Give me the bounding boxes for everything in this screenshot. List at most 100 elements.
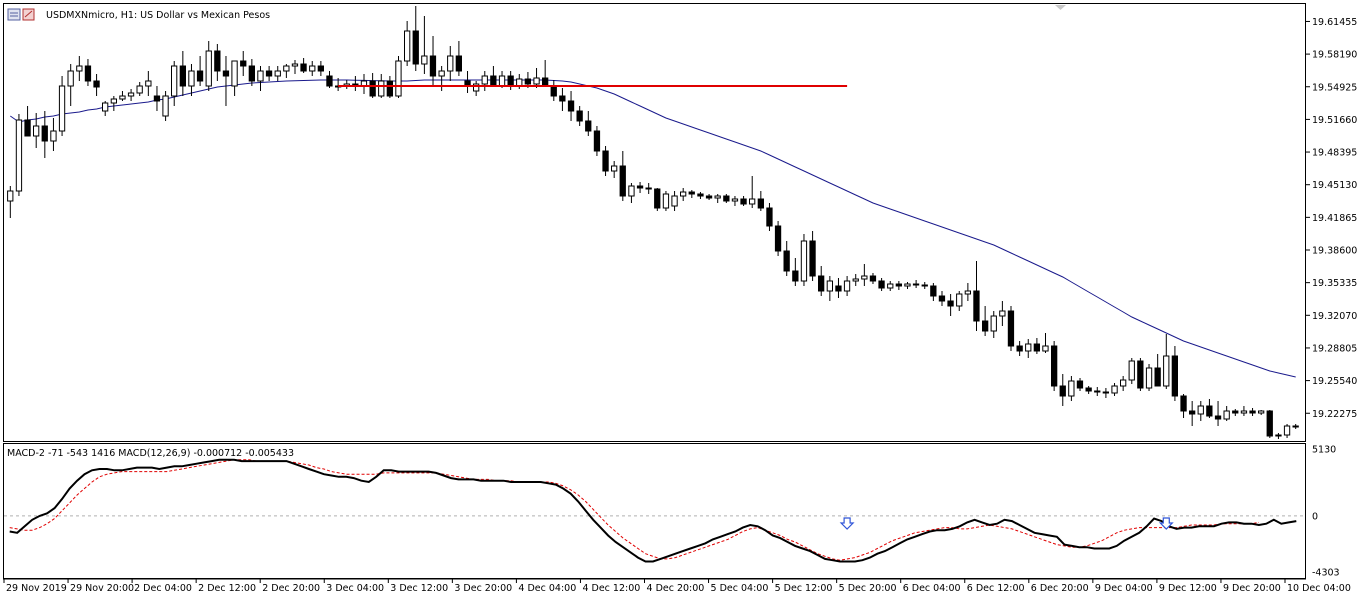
candle <box>818 266 825 296</box>
scroll-shift-marker-icon[interactable] <box>1055 5 1066 10</box>
candle-body <box>1197 405 1204 415</box>
candle <box>636 182 644 193</box>
candle <box>1102 388 1109 398</box>
candle-body <box>1258 410 1265 414</box>
candle-body <box>214 50 221 72</box>
candle-body <box>1007 310 1015 347</box>
candle <box>1085 386 1092 394</box>
candle <box>912 280 920 288</box>
candle <box>447 46 454 81</box>
candle-body <box>231 60 238 87</box>
time-tick-label: 2 Dec 12:00 <box>198 583 256 594</box>
candle <box>291 60 299 74</box>
candle <box>7 186 14 218</box>
candle-body <box>162 95 169 117</box>
candle-body <box>248 65 255 82</box>
price-tick-label: 19.58190 <box>1312 50 1357 61</box>
candle <box>964 283 972 301</box>
candle <box>1137 358 1144 391</box>
window-title-bar: USDMXNmicro, H1: US Dollar vs Mexican Pe… <box>7 8 270 21</box>
candle <box>76 56 83 81</box>
candle-body <box>222 70 230 77</box>
candle-body <box>1171 355 1178 397</box>
price-axis: 19.61455 19.58190 19.54925 19.51660 19.48395… <box>1306 17 1357 579</box>
candle <box>723 194 730 203</box>
candle-body <box>1128 360 1135 381</box>
candle <box>300 58 307 73</box>
candle <box>1171 346 1178 401</box>
candle <box>1283 424 1291 438</box>
candle <box>1258 410 1265 415</box>
candle <box>1240 406 1248 416</box>
time-tick-label: 6 Dec 12:00 <box>967 583 1025 594</box>
candle-body <box>973 290 980 322</box>
price-tick-label: 19.48395 <box>1312 148 1357 159</box>
candle-body <box>326 75 333 87</box>
macd-tick-label: -4303 <box>1312 568 1340 579</box>
time-tick-label: 3 Dec 04:00 <box>326 583 384 594</box>
candle <box>1111 383 1118 396</box>
candle-body <box>481 75 488 85</box>
candle-body <box>205 50 212 87</box>
candle-body <box>498 75 506 87</box>
down-arrow-icon[interactable] <box>1158 517 1174 530</box>
candle <box>265 66 273 81</box>
candle <box>999 301 1006 326</box>
candle <box>110 96 117 111</box>
time-tick-label: 5 Dec 12:00 <box>775 583 833 594</box>
candle-body <box>447 55 454 72</box>
time-tick-label: 6 Dec 04:00 <box>903 583 961 594</box>
candle <box>1094 387 1101 396</box>
candle <box>852 274 859 286</box>
price-tick-label: 19.25540 <box>1312 376 1357 387</box>
candle-body <box>378 80 385 97</box>
candle-body <box>33 125 40 137</box>
candle-body <box>990 315 997 332</box>
candle-body <box>455 55 463 72</box>
candle <box>1120 376 1127 391</box>
candle-body <box>861 275 868 280</box>
candle <box>119 91 126 101</box>
candle <box>628 183 635 203</box>
candle <box>680 188 687 201</box>
candle <box>136 82 143 96</box>
candle <box>895 281 903 290</box>
candle-body <box>1033 343 1040 352</box>
candle <box>611 161 618 178</box>
candle-body <box>300 63 307 72</box>
candle <box>861 264 868 286</box>
time-tick-label: 9 Dec 20:00 <box>1223 583 1281 594</box>
candle-body <box>619 165 626 197</box>
candle-body <box>473 83 480 92</box>
candle <box>1197 401 1204 421</box>
candle-body <box>404 30 411 62</box>
down-arrow-icon[interactable] <box>839 517 855 530</box>
candle <box>904 282 911 289</box>
macd-main-line <box>9 458 1297 563</box>
candle-body <box>1102 391 1109 394</box>
candle <box>826 276 834 301</box>
candle-body <box>84 65 92 82</box>
candle-body <box>1154 367 1161 387</box>
candle-body <box>1240 410 1248 414</box>
candle-body <box>188 70 195 87</box>
candle <box>1007 306 1015 351</box>
price-chart[interactable] <box>7 6 1299 439</box>
candle <box>1059 374 1066 406</box>
candle-body <box>947 300 954 307</box>
chart-window-icon[interactable] <box>7 8 21 21</box>
candle-body <box>783 250 790 272</box>
candle-body <box>1085 387 1092 392</box>
candle-body <box>731 198 739 202</box>
candle <box>222 56 230 106</box>
candle <box>938 291 946 306</box>
candle-body <box>697 193 704 197</box>
macd-chart[interactable] <box>4 458 1305 563</box>
time-tick-label: 5 Dec 04:00 <box>711 583 769 594</box>
price-tick-label: 19.45130 <box>1312 180 1357 191</box>
candle <box>162 91 169 121</box>
candle <box>231 60 238 96</box>
candle-body <box>15 119 23 192</box>
time-tick-label: 2 Dec 20:00 <box>262 583 320 594</box>
